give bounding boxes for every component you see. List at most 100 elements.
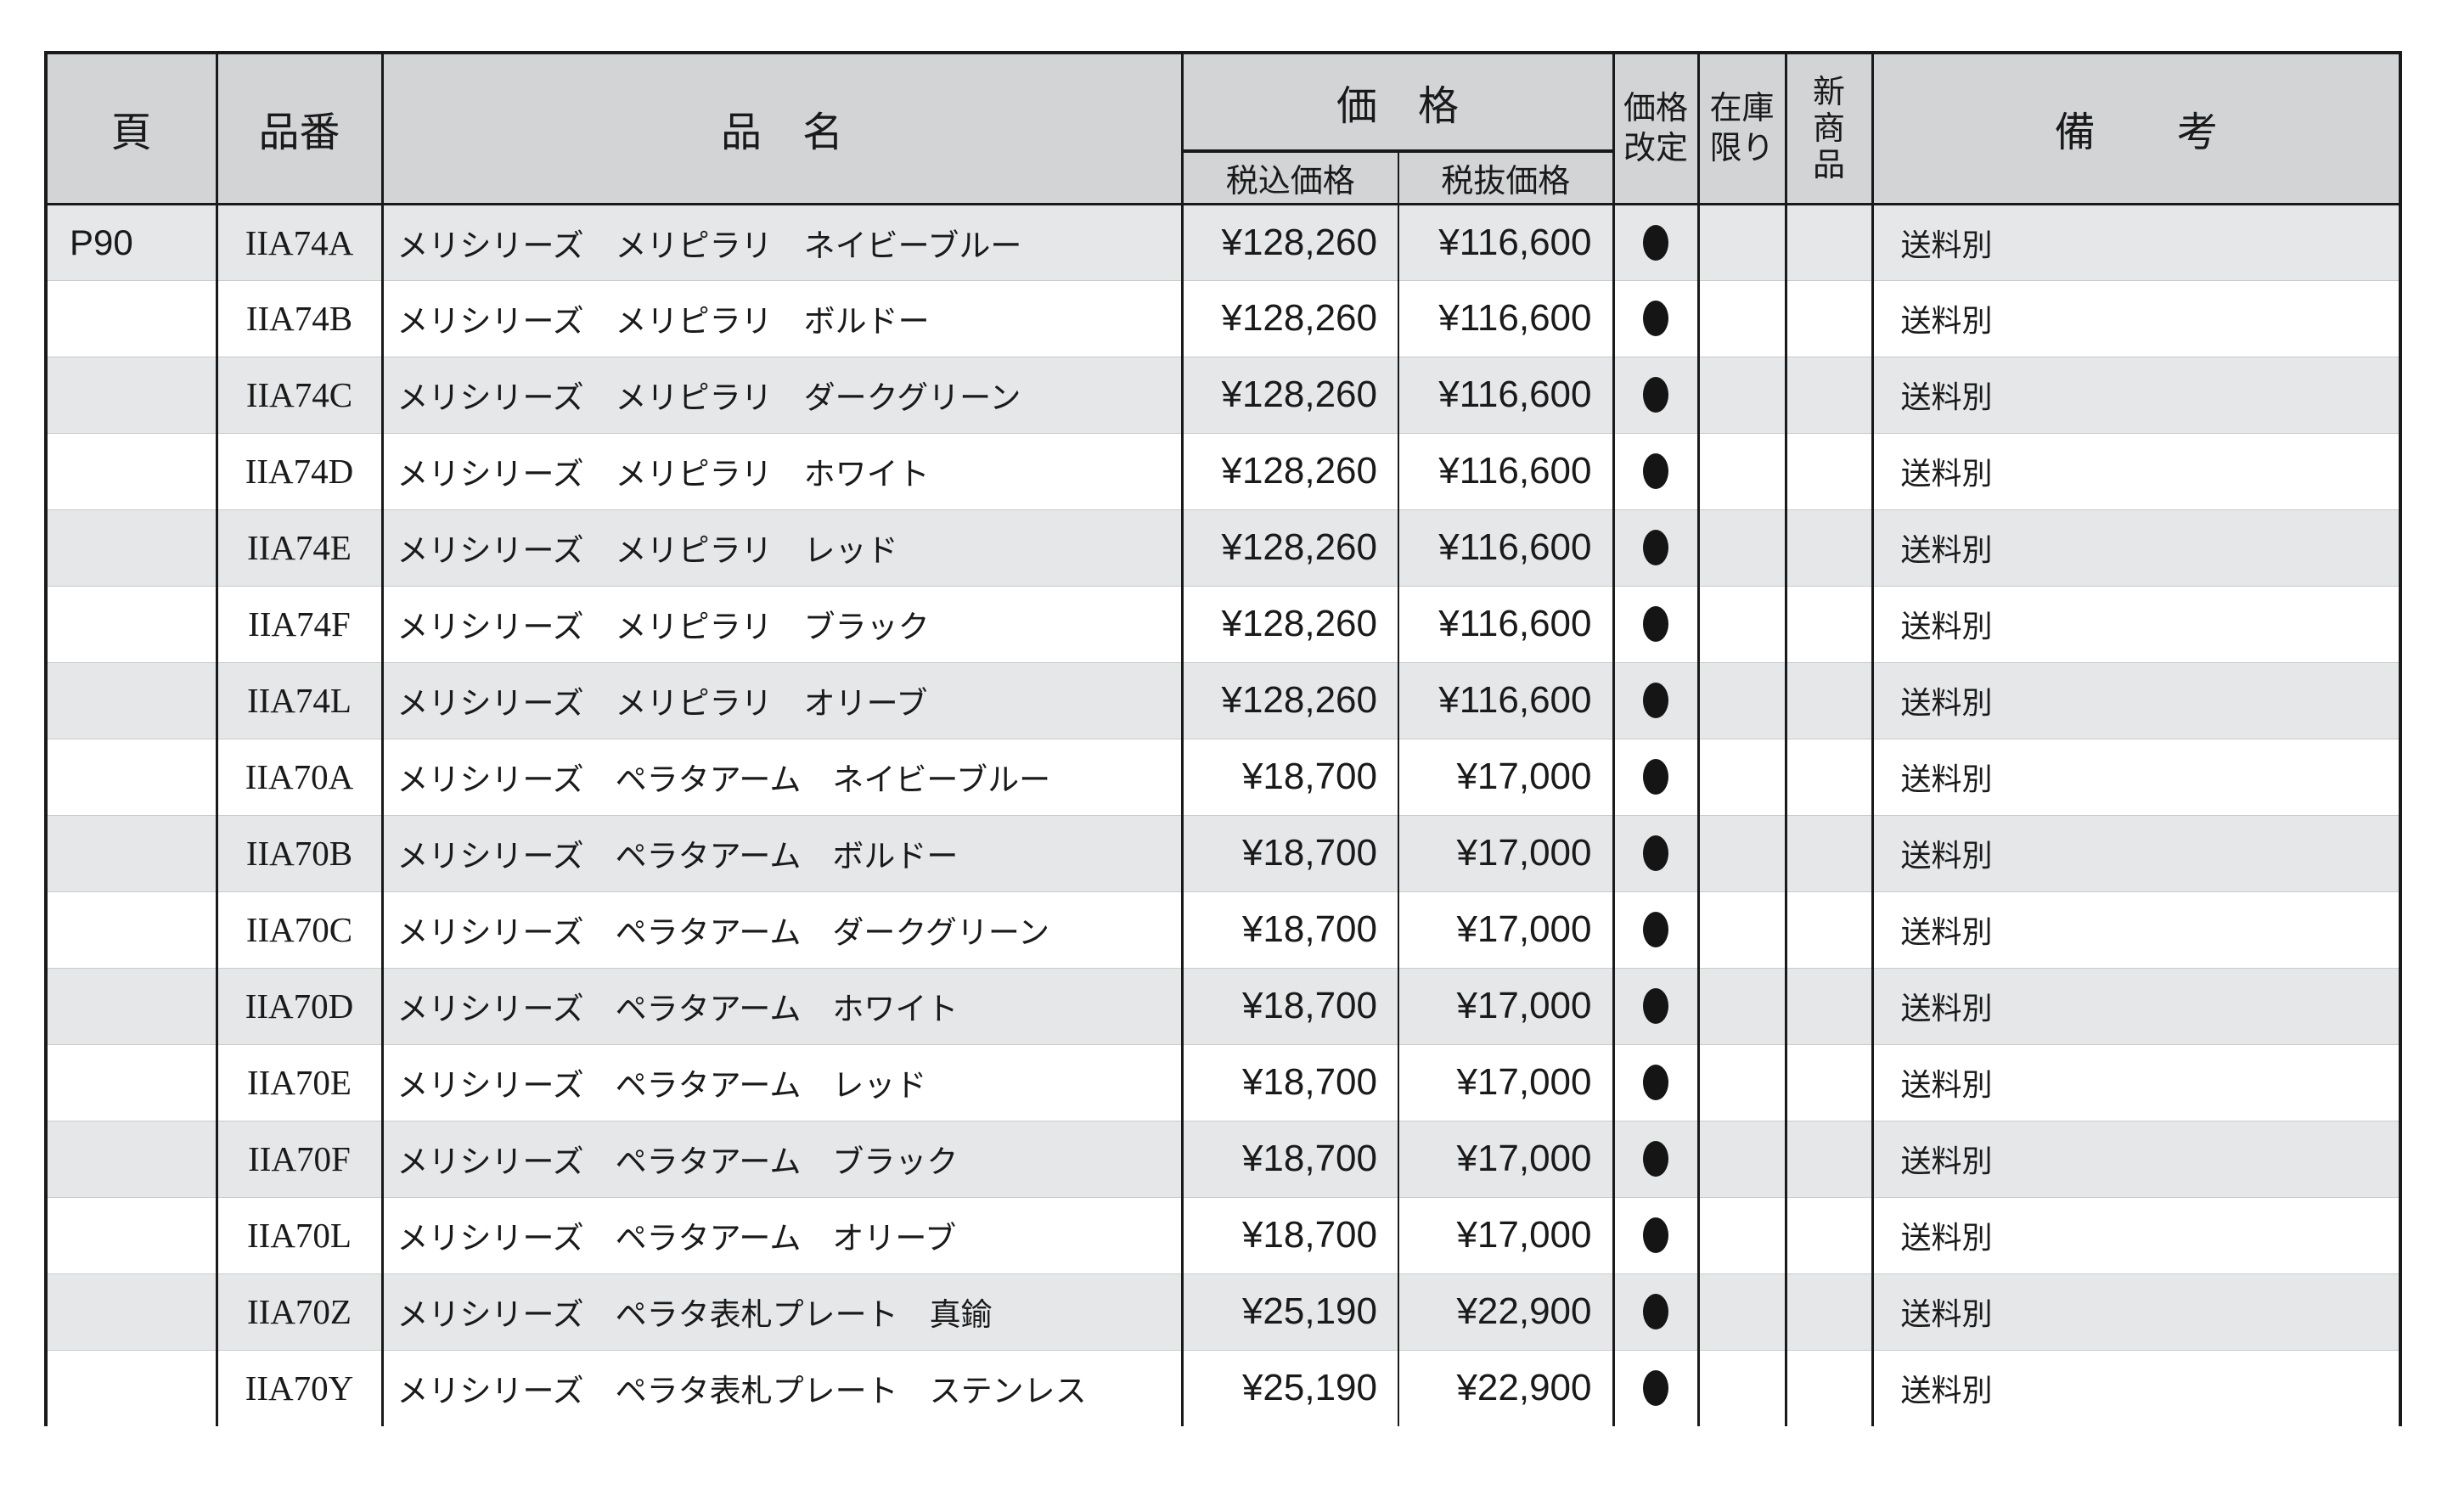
- tax-excluded-price-cell: ¥17,000: [1398, 814, 1615, 891]
- new-product-cell: [1784, 1120, 1874, 1197]
- table-row: IIA74C メリシリーズ メリピラリ ダークグリーン ¥128,260 ¥11…: [44, 356, 2402, 433]
- price-revised-dot: [1643, 912, 1668, 947]
- table-row: IIA70B メリシリーズ ペラタアーム ボルドー ¥18,700 ¥17,00…: [44, 814, 2402, 891]
- header-price-revision: 価格 改定: [1612, 53, 1700, 205]
- tax-included-price-cell: ¥18,700: [1180, 738, 1399, 815]
- new-product-cell: [1784, 814, 1874, 891]
- stock-limited-cell: [1696, 1196, 1787, 1273]
- remarks-cell: 送料別: [1871, 1349, 2402, 1426]
- header-price: 価 格: [1180, 53, 1615, 153]
- table-row: P90 IIA74A メリシリーズ メリピラリ ネイビーブルー ¥128,260…: [44, 203, 2402, 280]
- page-cell: [44, 1196, 218, 1273]
- tax-included-price-cell: ¥25,190: [1180, 1273, 1399, 1350]
- new-product-cell: [1784, 1273, 1874, 1350]
- new-product-cell: [1784, 967, 1874, 1044]
- tax-included-price-cell: ¥128,260: [1180, 432, 1399, 509]
- stock-limited-cell: [1696, 279, 1787, 357]
- new-product-cell: [1784, 891, 1874, 968]
- page-cell: [44, 661, 218, 739]
- tax-excluded-price-cell: ¥17,000: [1398, 738, 1615, 815]
- product-code-cell: IIA74C: [215, 356, 384, 433]
- stock-limited-cell: [1696, 661, 1787, 739]
- price-revision-cell: [1612, 203, 1700, 280]
- stock-limited-cell: [1696, 1349, 1787, 1426]
- price-revision-cell: [1612, 891, 1700, 968]
- product-code-cell: IIA74B: [215, 279, 384, 357]
- product-name-cell: メリシリーズ メリピラリ ネイビーブルー: [380, 203, 1184, 280]
- remarks-cell: 送料別: [1871, 814, 2402, 891]
- product-name-cell: メリシリーズ メリピラリ ブラック: [380, 585, 1184, 662]
- header-stock-limited: 在庫 限り: [1696, 53, 1787, 205]
- new-product-cell: [1784, 661, 1874, 739]
- tax-included-price-cell: ¥18,700: [1180, 1043, 1399, 1121]
- product-code-cell: IIA70B: [215, 814, 384, 891]
- tax-included-price-cell: ¥128,260: [1180, 585, 1399, 662]
- table-header: 頁 品番 品 名 価 格 価格 改定 在庫 限り 新 商 品 備 考 税込価格 …: [44, 53, 2402, 205]
- tax-included-price-cell: ¥128,260: [1180, 661, 1399, 739]
- tax-excluded-price-cell: ¥116,600: [1398, 432, 1615, 509]
- tax-excluded-price-cell: ¥22,900: [1398, 1273, 1615, 1350]
- header-row-sub: 税込価格 税抜価格: [46, 151, 2400, 205]
- product-code-cell: IIA70C: [215, 891, 384, 968]
- tax-included-price-cell: ¥128,260: [1180, 203, 1399, 280]
- stock-limited-cell: [1696, 509, 1787, 586]
- price-revision-cell: [1612, 1273, 1700, 1350]
- tax-included-price-cell: ¥25,190: [1180, 1349, 1399, 1426]
- stock-limited-cell: [1696, 356, 1787, 433]
- table-row: IIA74B メリシリーズ メリピラリ ボルドー ¥128,260 ¥116,6…: [44, 279, 2402, 357]
- price-revision-cell: [1612, 1043, 1700, 1121]
- price-revision-cell: [1612, 279, 1700, 357]
- header-product-code: 品番: [215, 53, 384, 205]
- product-name-cell: メリシリーズ メリピラリ ホワイト: [380, 432, 1184, 509]
- price-revised-dot: [1643, 1294, 1668, 1329]
- remarks-cell: 送料別: [1871, 1120, 2402, 1197]
- tax-excluded-price-cell: ¥116,600: [1398, 356, 1615, 433]
- product-code-cell: IIA70D: [215, 967, 384, 1044]
- product-name-cell: メリシリーズ ペラタ表札プレート ステンレス: [380, 1349, 1184, 1426]
- tax-excluded-price-cell: ¥17,000: [1398, 1043, 1615, 1121]
- page-cell: [44, 1273, 218, 1350]
- product-name-cell: メリシリーズ ペラタアーム レッド: [380, 1043, 1184, 1121]
- table-row: IIA70E メリシリーズ ペラタアーム レッド ¥18,700 ¥17,000…: [44, 1043, 2402, 1121]
- stock-limited-cell: [1696, 203, 1787, 280]
- stock-limited-cell: [1696, 585, 1787, 662]
- tax-excluded-price-cell: ¥17,000: [1398, 1120, 1615, 1197]
- tax-included-price-cell: ¥18,700: [1180, 1120, 1399, 1197]
- page-cell: [44, 1043, 218, 1121]
- product-name-cell: メリシリーズ メリピラリ レッド: [380, 509, 1184, 586]
- remarks-cell: 送料別: [1871, 509, 2402, 586]
- price-revision-cell: [1612, 814, 1700, 891]
- header-page: 頁: [44, 53, 218, 205]
- remarks-cell: 送料別: [1871, 585, 2402, 662]
- price-revision-cell: [1612, 1349, 1700, 1426]
- table-row: IIA74D メリシリーズ メリピラリ ホワイト ¥128,260 ¥116,6…: [44, 432, 2402, 509]
- tax-included-price-cell: ¥18,700: [1180, 967, 1399, 1044]
- table-row: IIA70L メリシリーズ ペラタアーム オリーブ ¥18,700 ¥17,00…: [44, 1196, 2402, 1273]
- tax-excluded-price-cell: ¥116,600: [1398, 279, 1615, 357]
- tax-excluded-price-cell: ¥17,000: [1398, 891, 1615, 968]
- stock-limited-cell: [1696, 1120, 1787, 1197]
- price-revised-dot: [1643, 1217, 1668, 1253]
- price-table: 頁 品番 品 名 価 格 価格 改定 在庫 限り 新 商 品 備 考 税込価格 …: [44, 51, 2402, 1426]
- page-cell: [44, 356, 218, 433]
- page-cell: [44, 585, 218, 662]
- new-product-cell: [1784, 738, 1874, 815]
- product-code-cell: IIA70L: [215, 1196, 384, 1273]
- tax-included-price-cell: ¥18,700: [1180, 1196, 1399, 1273]
- product-name-cell: メリシリーズ メリピラリ オリーブ: [380, 661, 1184, 739]
- tax-excluded-price-cell: ¥116,600: [1398, 203, 1615, 280]
- stock-limited-cell: [1696, 1273, 1787, 1350]
- price-revised-dot: [1643, 988, 1668, 1024]
- table-row: IIA70Z メリシリーズ ペラタ表札プレート 真鍮 ¥25,190 ¥22,9…: [44, 1273, 2402, 1350]
- remarks-cell: 送料別: [1871, 203, 2402, 280]
- tax-excluded-price-cell: ¥116,600: [1398, 661, 1615, 739]
- tax-included-price-cell: ¥18,700: [1180, 814, 1399, 891]
- remarks-cell: 送料別: [1871, 356, 2402, 433]
- price-revision-cell: [1612, 738, 1700, 815]
- new-product-cell: [1784, 585, 1874, 662]
- product-name-cell: メリシリーズ ペラタアーム オリーブ: [380, 1196, 1184, 1273]
- page-cell: [44, 432, 218, 509]
- price-revised-dot: [1643, 453, 1668, 489]
- price-revision-cell: [1612, 509, 1700, 586]
